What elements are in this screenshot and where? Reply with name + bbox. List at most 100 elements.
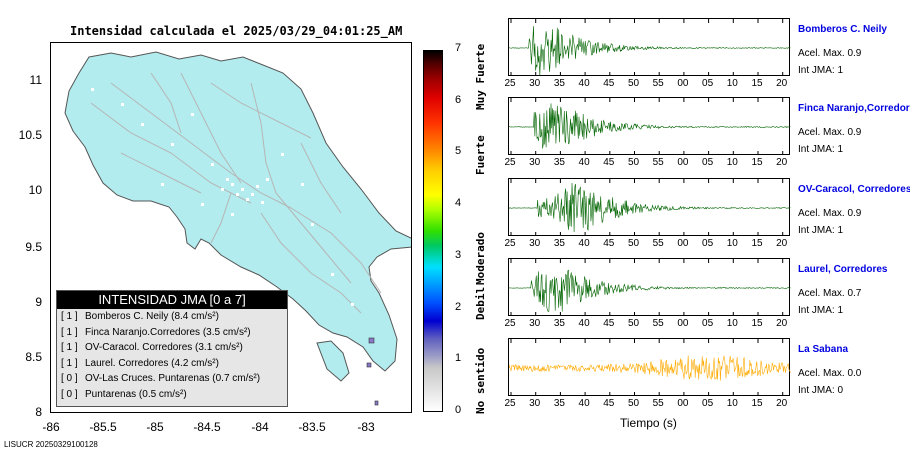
legend-station: Laurel. Corredores (4.2 cm/s²) — [85, 357, 219, 369]
colorbar-tick: 5 — [455, 145, 462, 158]
town-marker — [226, 178, 229, 181]
town-marker — [256, 185, 259, 188]
waveform-x-tick: 55 — [652, 157, 664, 168]
town-marker — [246, 198, 249, 201]
town-marker — [211, 163, 214, 166]
colorbar-tick: 0 — [455, 403, 462, 416]
town-marker — [201, 203, 204, 206]
waveform-x-tick: 10 — [726, 398, 738, 409]
waveform-x-tick: 35 — [553, 398, 565, 409]
town-marker — [251, 193, 254, 196]
legend-station: OV-Las Cruces. Puntarenas (0.7 cm/s²) — [85, 373, 261, 384]
waveform-x-tick: 20 — [776, 318, 788, 329]
waveform-x-tick: 35 — [553, 318, 565, 329]
waveform-x-tick: 40 — [578, 398, 590, 409]
town-marker — [301, 183, 304, 186]
map-y-tick: 9 — [35, 295, 42, 309]
waveform-x-tick: 55 — [652, 318, 664, 329]
town-marker — [231, 183, 234, 186]
waveform-x-tick: 00 — [677, 238, 689, 249]
waveform-x-tick: 05 — [702, 318, 714, 329]
waveform-x-tick: 55 — [652, 398, 664, 409]
colorbar-tick: 4 — [455, 197, 462, 210]
colorbar-word: Muy Fuerte — [474, 43, 487, 110]
legend-row: [ 1 ] Laurel. Corredores (4.2 cm/s²) — [57, 356, 287, 372]
waveform-x-tick: 30 — [529, 157, 541, 168]
station-name: La Sabana — [798, 344, 849, 355]
station-name: Laurel, Corredores — [798, 264, 888, 275]
footer-code: LISUCR 20250329100128 — [4, 440, 98, 449]
station-acel: Acel. Max. 0.9 — [798, 208, 862, 219]
town-marker — [266, 178, 269, 181]
colorbar-tick: 6 — [455, 93, 462, 106]
waveform-panel — [508, 178, 791, 236]
legend-level: [ 1 ] — [61, 311, 78, 322]
station-int: Int JMA: 0 — [798, 385, 844, 396]
colorbar-word: Debil — [474, 286, 487, 320]
waveform-x-title: Tiempo (s) — [620, 416, 677, 430]
waveform-x-tick: 15 — [751, 157, 763, 168]
map-x-tick: -83.5 — [298, 420, 326, 434]
waveform-trace — [509, 339, 791, 396]
colorbar-tick: 7 — [455, 42, 462, 54]
waveform-x-tick: 40 — [578, 157, 590, 168]
map-x-tick: -86 — [42, 420, 60, 434]
station-int: Int JMA: 1 — [798, 65, 844, 76]
town-marker — [331, 273, 334, 276]
station-acel: Acel. Max. 0.0 — [798, 368, 862, 379]
waveform-x-tick: 10 — [726, 238, 738, 249]
legend-row: [ 1 ] Finca Naranjo.Corredores (3.5 cm/s²… — [57, 325, 287, 341]
town-marker — [311, 223, 314, 226]
waveform-trace — [509, 179, 791, 236]
waveform-x-tick: 00 — [677, 157, 689, 168]
map-x-tick: -85 — [146, 420, 164, 434]
town-marker — [221, 188, 224, 191]
waveform-x-tick: 55 — [652, 238, 664, 249]
road-network — [90, 72, 382, 314]
waveform-x-tick: 35 — [553, 238, 565, 249]
waveform-x-tick: 15 — [751, 318, 763, 329]
legend-station: OV-Caracol. Corredores (3.1 cm/s²) — [85, 342, 243, 353]
town-marker — [121, 103, 124, 106]
map-y-tick: 10.5 — [18, 128, 42, 142]
waveform-panel — [508, 258, 791, 316]
waveform-x-tick: 25 — [504, 78, 516, 89]
map-canvas — [64, 51, 411, 406]
waveform-trace — [509, 19, 791, 76]
waveform-trace — [509, 259, 791, 316]
map-y-tick: 8.5 — [25, 350, 42, 364]
town-marker — [161, 183, 164, 186]
map-title: Intensidad calculada el 2025/03/29_04:01… — [70, 24, 403, 38]
town-markers — [91, 88, 374, 306]
waveform-x-tick: 50 — [627, 157, 640, 168]
station-acel: Acel. Max. 0.9 — [798, 48, 862, 59]
map-x-tick: -83 — [357, 420, 375, 434]
legend-level: [ 1 ] — [61, 326, 78, 338]
waveform-x-tick: 50 — [627, 398, 640, 409]
station-name: Bomberos C. Neily — [798, 24, 887, 35]
waveform-x-tick: 50 — [627, 318, 640, 329]
colorbar-tick: 2 — [455, 300, 462, 313]
waveform-panel — [508, 97, 791, 155]
waveform-x-tick: 00 — [677, 78, 689, 89]
intensity-legend: INTENSIDAD JMA [0 a 7] [ 1 ] Bomberos C. … — [56, 290, 288, 407]
osa-peninsula — [316, 340, 350, 382]
map-y-tick: 10 — [28, 183, 42, 197]
costa-rica-landmass — [64, 51, 411, 372]
waveform-x-tick: 15 — [751, 238, 763, 249]
waveform-x-tick: 20 — [776, 157, 788, 168]
waveform-x-tick: 05 — [702, 238, 714, 249]
legend-station: Bomberos C. Neily (8.4 cm/s²) — [85, 311, 219, 322]
map-y-tick: 8 — [35, 405, 42, 419]
waveform-x-tick: 25 — [504, 318, 516, 329]
waveform-x-tick: 20 — [776, 78, 788, 89]
station-int: Int JMA: 1 — [798, 225, 844, 236]
waveform-x-tick: 20 — [776, 238, 788, 249]
waveform-panel — [508, 338, 791, 396]
waveform-x-tick: 10 — [726, 318, 738, 329]
waveform-x-tick: 45 — [603, 157, 615, 168]
waveform-panel — [508, 18, 791, 76]
waveform-x-tick: 50 — [627, 238, 640, 249]
station-acel: Acel. Max. 0.9 — [798, 127, 862, 138]
waveform-x-tick: 55 — [652, 78, 664, 89]
